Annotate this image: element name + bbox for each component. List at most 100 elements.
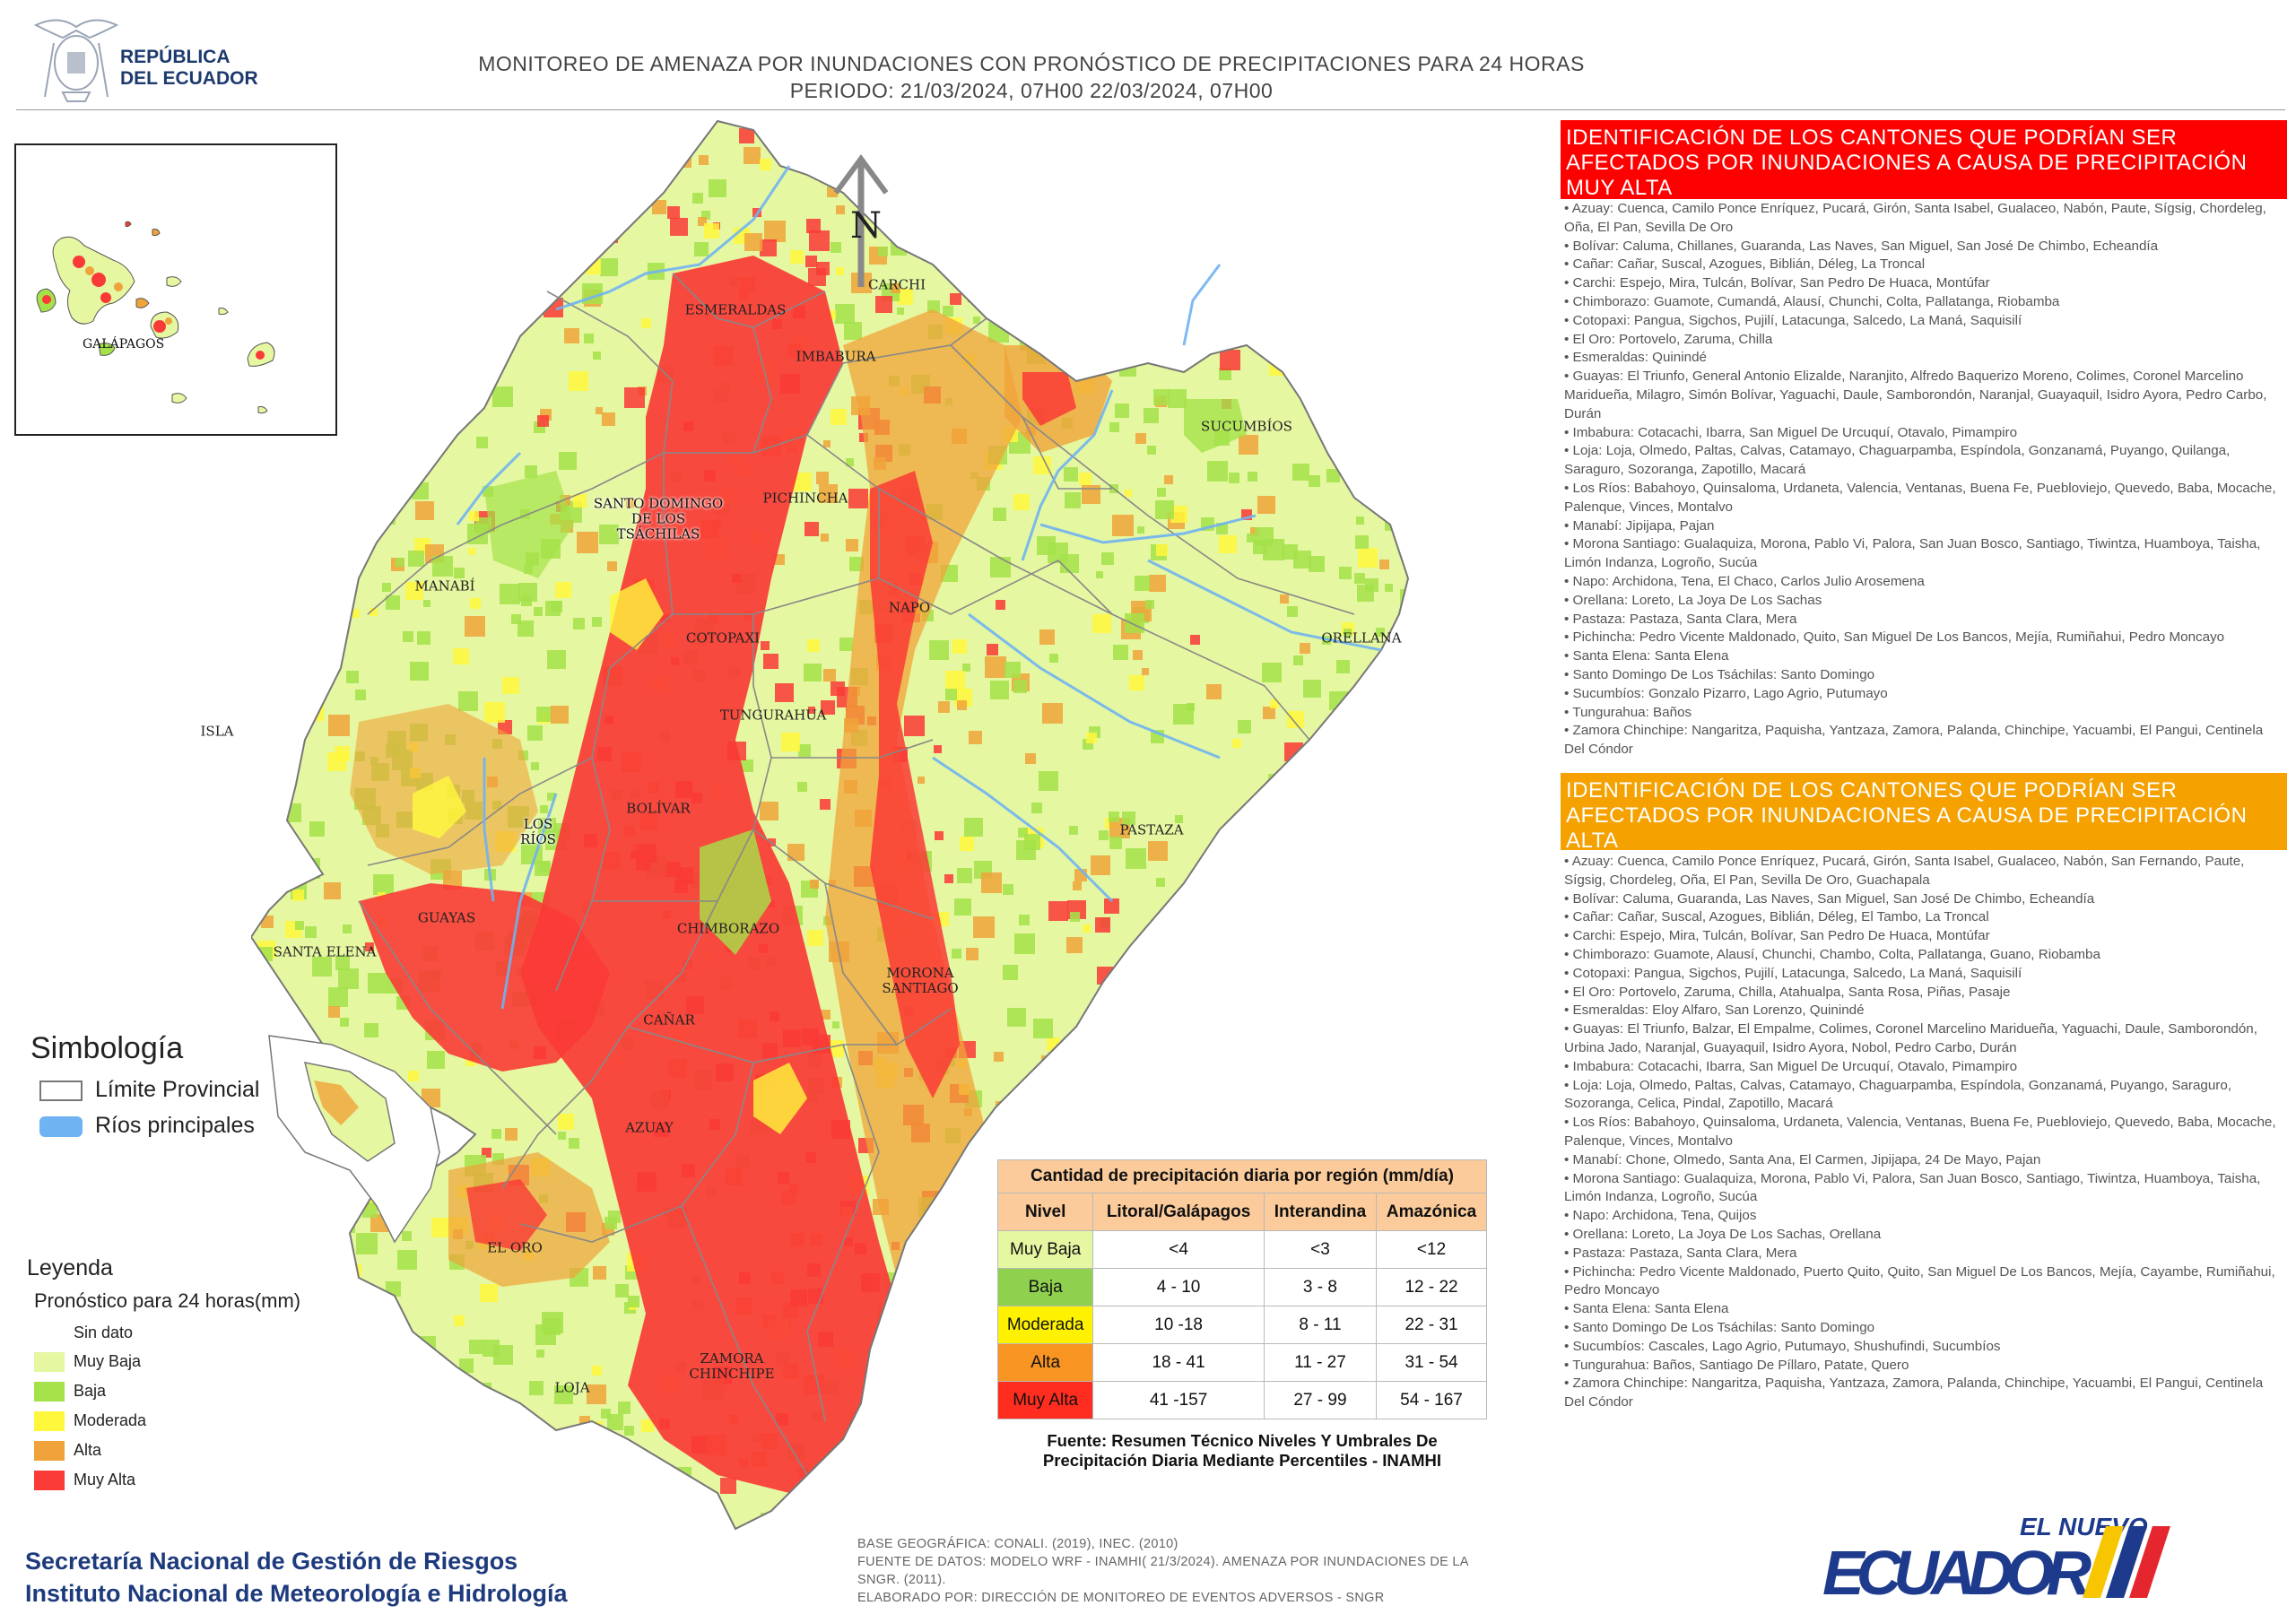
precip-cell — [832, 1021, 839, 1028]
precip-cell — [1135, 433, 1146, 444]
precip-cell — [1326, 803, 1337, 813]
precip-cell — [351, 504, 368, 521]
precip-cell — [943, 306, 953, 317]
precip-cell — [319, 178, 334, 192]
precip-cell — [1249, 837, 1268, 855]
label-el-oro: EL ORO — [487, 1239, 543, 1256]
precip-cell — [375, 1505, 393, 1523]
alta-item: • Azuay: Cuenca, Camilo Ponce Enríquez, … — [1564, 854, 2245, 888]
precip-cell — [295, 401, 309, 415]
precip-cell — [1386, 1004, 1406, 1025]
precip-cell — [699, 155, 709, 165]
precip-cell — [1168, 283, 1179, 295]
precip-cell — [950, 293, 961, 305]
precip-cell — [586, 259, 601, 274]
precip-cell — [1388, 954, 1401, 967]
precip-cell — [1242, 157, 1249, 164]
precip-cell — [927, 300, 940, 313]
precip-cell — [1395, 855, 1407, 868]
precip-cell — [561, 167, 570, 177]
precip-cell — [914, 1506, 934, 1526]
precip-cell — [1070, 331, 1086, 347]
precip-cell — [1064, 467, 1078, 482]
precip-cell — [981, 872, 1002, 893]
precip-cell — [1013, 1471, 1034, 1492]
precip-cell — [297, 141, 305, 149]
precip-cell — [1135, 266, 1154, 285]
precip-cell — [987, 291, 995, 299]
label-napo: NAPO — [888, 599, 931, 616]
leyenda-swatch-alta — [34, 1441, 65, 1461]
precip-cell — [1310, 754, 1330, 774]
precip-cell — [500, 584, 520, 604]
precip-cell — [557, 1460, 567, 1470]
label-santo-domingo: SANTO DOMINGO DE LOS TSÁCHILAS — [593, 495, 724, 542]
precip-cell — [378, 1418, 391, 1430]
precip-cell — [558, 1114, 574, 1130]
precip-cell — [1032, 184, 1052, 204]
precip-cell — [408, 551, 424, 567]
provincial-boundaries — [251, 120, 1409, 1530]
precip-cell — [658, 144, 680, 166]
precip-cell — [670, 1486, 683, 1498]
precip-cell — [1368, 801, 1387, 820]
precip-cell — [470, 598, 481, 609]
precip-cell — [513, 1536, 525, 1548]
precip-cell — [257, 774, 269, 786]
precip-cell — [333, 610, 344, 621]
precip-cell — [578, 178, 596, 196]
precip-cell — [343, 924, 352, 933]
precip-cell — [1338, 1501, 1348, 1511]
precip-cell — [258, 322, 271, 334]
precip-cell — [283, 803, 301, 822]
precip-cell — [1018, 222, 1032, 237]
precip-cell — [1086, 733, 1097, 743]
table-cell-amazonica: 22 - 31 — [1376, 1306, 1487, 1344]
precip-cell — [1083, 924, 1091, 933]
precip-cell — [905, 121, 926, 136]
precip-cell — [763, 654, 778, 669]
label-morona-santiago: MORONA SANTIAGO — [882, 965, 959, 996]
precip-cell — [476, 437, 488, 448]
precip-cell — [428, 161, 442, 175]
precip-cell — [1262, 663, 1282, 682]
muy-alta-item: • Santo Domingo De Los Tsáchilas: Santo … — [1564, 666, 1875, 682]
precip-cell — [602, 412, 615, 426]
precip-cell — [917, 1290, 937, 1311]
precip-cell — [618, 1402, 631, 1414]
precip-cell — [1100, 169, 1111, 180]
precip-cell — [957, 1387, 967, 1397]
precip-cell — [346, 671, 359, 683]
alta-item: • Esmeraldas: Eloy Alfaro, San Lorenzo, … — [1564, 1002, 1865, 1019]
precip-cell — [511, 614, 521, 624]
muy-alta-item: • Azuay: Cuenca, Camilo Ponce Enríquez, … — [1564, 201, 2266, 235]
precip-cell — [793, 473, 812, 491]
precip-cell — [320, 1365, 338, 1383]
precip-cell — [407, 130, 425, 148]
precip-cell — [1299, 847, 1312, 861]
muy-alta-item: • Loja: Loja, Olmedo, Paltas, Calvas, Ca… — [1564, 443, 2231, 478]
precip-cell — [1159, 995, 1166, 1002]
precip-cell — [339, 1283, 351, 1295]
precip-cell — [808, 1517, 829, 1529]
precip-cell — [1239, 435, 1258, 455]
precip-cell — [1041, 1471, 1053, 1482]
table-header-litoral: Litoral/Galápagos — [1092, 1193, 1265, 1231]
precip-cell — [448, 166, 456, 174]
precip-cell — [821, 534, 829, 542]
precip-cell — [996, 1101, 1009, 1115]
alta-item: • Chimborazo: Guamote, Alausí, Chunchi, … — [1564, 946, 2100, 962]
precip-cell — [761, 1513, 781, 1529]
precip-cell — [1025, 753, 1036, 764]
table-cell-interandina: 27 - 99 — [1263, 1381, 1378, 1419]
leyenda-muy-alta: Muy Alta — [74, 1471, 136, 1488]
precip-cell — [1141, 247, 1151, 257]
precip-cell — [309, 1526, 317, 1529]
precip-cell — [592, 617, 602, 627]
precip-cell — [1263, 707, 1275, 719]
precip-cell — [1300, 643, 1310, 654]
precip-cell — [1173, 1143, 1183, 1153]
precip-cell — [438, 327, 449, 339]
logo-text-line1: REPÚBLICA — [120, 47, 230, 67]
table-cell-level: Muy Alta — [996, 1381, 1094, 1419]
